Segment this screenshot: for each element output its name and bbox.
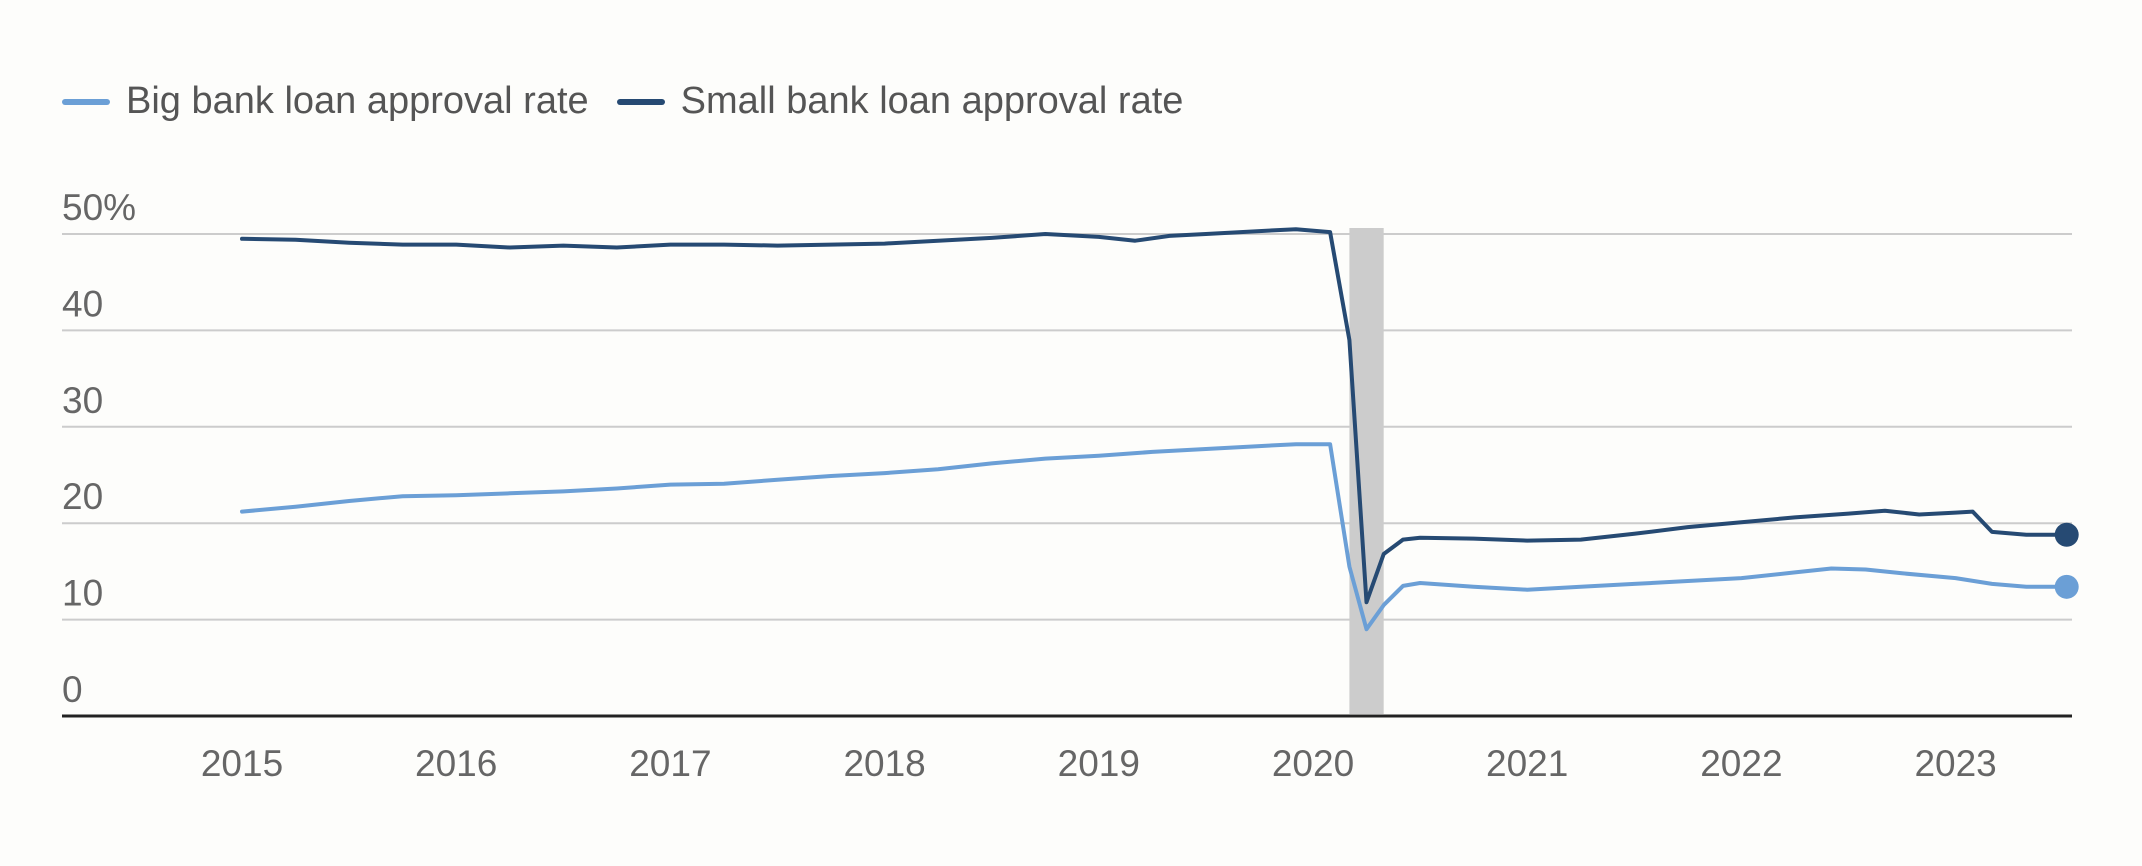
- gridlines: [62, 233, 2072, 718]
- shaded-region: [1349, 228, 1384, 714]
- x-tick-label: 2019: [1058, 743, 1140, 784]
- x-tick-label: 2022: [1700, 743, 1782, 784]
- series-line-big-bank: [240, 442, 2065, 632]
- end-markers: [2054, 522, 2079, 599]
- x-tick-label: 2015: [201, 743, 283, 784]
- y-tick-label: 0: [62, 669, 83, 710]
- legend-item-big-bank: Big bank loan approval rate: [62, 80, 589, 123]
- y-tick-label: 30: [62, 380, 103, 421]
- x-tick-label: 2018: [843, 743, 925, 784]
- x-tick-label: 2017: [629, 743, 711, 784]
- series-lines: [240, 227, 2065, 632]
- x-tick-label: 2020: [1272, 743, 1354, 784]
- y-tick-label: 20: [62, 476, 103, 517]
- y-tick-label: 40: [62, 283, 103, 324]
- legend-swatch-big-bank: [62, 98, 110, 105]
- y-tick-label: 10: [62, 573, 103, 614]
- legend-label-big-bank: Big bank loan approval rate: [126, 80, 589, 122]
- x-tick-label: 2016: [415, 743, 497, 784]
- legend-label-small-bank: Small bank loan approval rate: [680, 80, 1184, 122]
- end-marker-small-bank: [2054, 522, 2079, 547]
- shaded-region-layer: [1349, 228, 1384, 714]
- x-axis-labels: 2015 2016 2017 2018 2019 2020 2021 2022 2023: [201, 743, 1997, 784]
- x-tick-label: 2021: [1486, 743, 1568, 784]
- series-line-small-bank: [240, 227, 2065, 605]
- legend-item-small-bank: Small bank loan approval rate: [616, 80, 1184, 123]
- end-marker-big-bank: [2054, 574, 2079, 599]
- legend: Big bank loan approval rate Small bank l…: [62, 80, 1183, 123]
- y-axis-labels: 50% 40 30 20 10 0: [62, 187, 136, 710]
- legend-swatch-small-bank: [616, 98, 665, 105]
- x-tick-label: 2023: [1914, 743, 1996, 784]
- y-tick-label: 50%: [62, 187, 136, 228]
